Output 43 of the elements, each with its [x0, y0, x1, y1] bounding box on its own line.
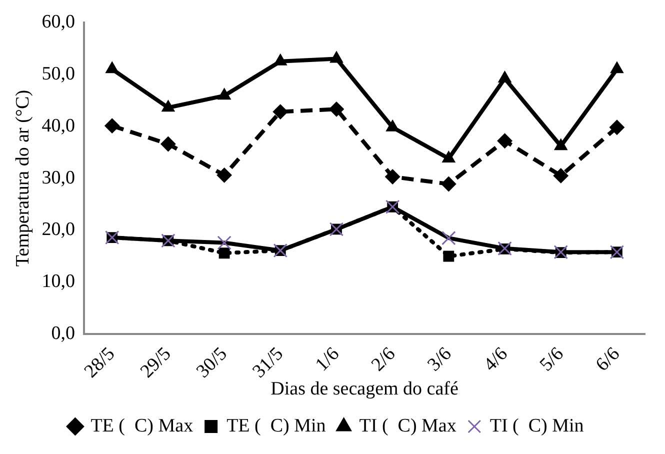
point	[162, 100, 175, 112]
point	[330, 51, 344, 63]
x-tick-label: 6/6	[592, 343, 624, 376]
point	[216, 168, 232, 183]
x-tick-label: 5/6	[536, 343, 568, 376]
x-tick-label: 3/6	[424, 343, 456, 376]
y-tick-label: 10,0	[42, 271, 76, 292]
x-tick-label: 29/5	[136, 343, 176, 382]
point	[498, 71, 512, 83]
legend-label: TE ( C) Max	[90, 415, 194, 436]
x-tick-label: 2/6	[368, 343, 400, 376]
x-tick-label: 4/6	[480, 343, 512, 376]
point	[610, 62, 624, 74]
point	[106, 62, 119, 74]
y-tick-label: 60,0	[42, 11, 76, 32]
point	[104, 118, 120, 134]
y-tick-label: 40,0	[42, 115, 76, 136]
point	[385, 169, 400, 184]
y-tick-label: 50,0	[42, 63, 76, 84]
y-tick-label: 0,0	[51, 323, 76, 344]
point	[328, 102, 344, 117]
x-tick-label: 1/6	[312, 343, 344, 376]
point	[442, 151, 456, 163]
point	[218, 248, 230, 259]
y-axis-title: Temperatura do ar (°C)	[12, 90, 34, 267]
legend-label: TI ( C) Max	[359, 415, 457, 436]
point	[272, 104, 288, 120]
point	[609, 120, 624, 135]
point	[160, 136, 176, 152]
point	[554, 138, 568, 150]
y-tick-label: 20,0	[42, 219, 76, 240]
point	[441, 176, 456, 192]
point	[274, 54, 287, 66]
x-tick-label: 30/5	[192, 343, 232, 382]
point	[218, 88, 231, 100]
legend-label: TI ( C) Min	[490, 415, 584, 436]
point	[386, 120, 400, 132]
y-tick-label: 30,0	[42, 167, 76, 188]
x-tick-label: 28/5	[80, 343, 120, 382]
point	[443, 250, 454, 262]
point	[553, 168, 568, 184]
point	[497, 133, 512, 148]
legend-label: TE ( C) Min	[226, 415, 326, 436]
